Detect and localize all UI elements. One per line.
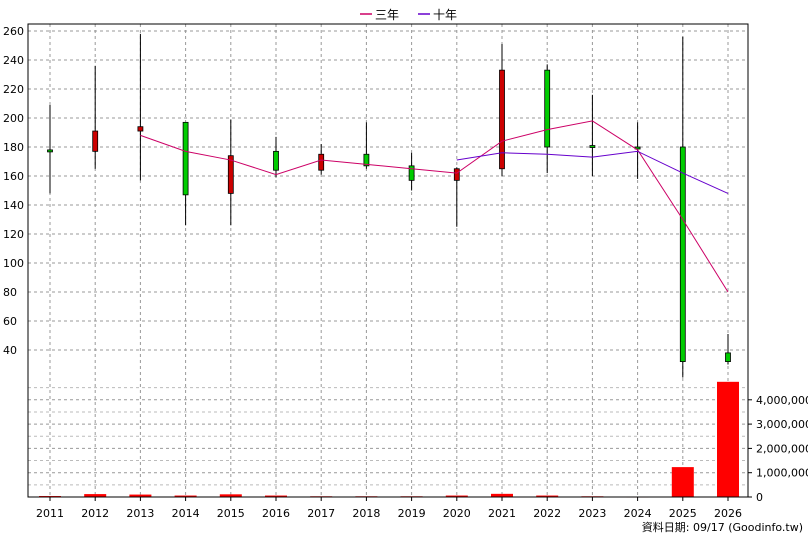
ma-line bbox=[456, 150, 729, 194]
volume-tick-label: 3,000,000 bbox=[756, 418, 808, 431]
candle-body bbox=[725, 352, 731, 362]
legend-label: 三年 bbox=[375, 8, 399, 22]
volume-bar bbox=[491, 493, 513, 497]
volume-tick-label: 0 bbox=[756, 491, 763, 504]
candle-body bbox=[499, 69, 505, 170]
volume-tick-label: 4,000,000 bbox=[756, 394, 808, 407]
candle-body bbox=[137, 126, 144, 132]
price-axis: 40 60 80 100 120 140 160 180 200 220 240 260 bbox=[3, 25, 24, 357]
volume-tick-label: 1,000,000 bbox=[756, 467, 808, 480]
year-tick-label: 2017 bbox=[307, 507, 335, 520]
volume-bar bbox=[129, 494, 152, 497]
volume-bar bbox=[671, 467, 694, 497]
price-tick-label: 240 bbox=[3, 54, 24, 67]
year-tick-label: 2011 bbox=[36, 507, 64, 520]
volume-bars bbox=[39, 381, 739, 498]
year-tick-label: 2015 bbox=[217, 507, 245, 520]
candle-body bbox=[318, 153, 325, 171]
price-tick-label: 120 bbox=[3, 228, 24, 241]
volume-bar bbox=[445, 495, 468, 497]
legend: 三年 十年 bbox=[360, 8, 457, 22]
year-tick-label: 2018 bbox=[352, 507, 380, 520]
price-tick-label: 140 bbox=[3, 199, 24, 212]
volume-bar bbox=[174, 495, 197, 497]
year-tick-label: 2014 bbox=[172, 507, 200, 520]
year-tick-label: 2021 bbox=[488, 507, 516, 520]
candle-body bbox=[363, 153, 370, 167]
year-tick-label: 2026 bbox=[714, 507, 742, 520]
year-tick-label: 2022 bbox=[533, 507, 561, 520]
price-tick-label: 220 bbox=[3, 83, 24, 96]
data-date-note: 資料日期: 09/17 (Goodinfo.tw) bbox=[642, 520, 803, 534]
candle-body bbox=[453, 168, 460, 181]
volume-bar bbox=[84, 494, 107, 497]
year-tick-label: 2012 bbox=[81, 507, 109, 520]
price-tick-label: 260 bbox=[3, 25, 24, 38]
volume-axis: 0 1,000,000 2,000,000 3,000,000 4,000,000 bbox=[747, 378, 808, 504]
plot-frame bbox=[27, 23, 749, 498]
year-tick-label: 2013 bbox=[126, 507, 154, 520]
year-axis: 2011 2012 2013 2014 2015 2016 2017 2018 2019 2020… bbox=[36, 497, 742, 520]
year-tick-label: 2025 bbox=[669, 507, 697, 520]
price-tick-label: 60 bbox=[3, 315, 17, 328]
price-tick-label: 40 bbox=[3, 344, 17, 357]
candle-body bbox=[273, 150, 279, 171]
year-tick-label: 2020 bbox=[443, 507, 471, 520]
volume-bar bbox=[717, 381, 739, 497]
year-tick-label: 2024 bbox=[624, 507, 652, 520]
candle-body bbox=[408, 165, 415, 181]
volume-tick-label: 2,000,000 bbox=[756, 442, 808, 455]
year-tick-label: 2019 bbox=[398, 507, 426, 520]
candle-body bbox=[182, 121, 189, 196]
price-tick-label: 200 bbox=[3, 112, 24, 125]
candlesticks bbox=[47, 33, 731, 378]
volume-bar bbox=[265, 495, 287, 497]
candle-body bbox=[544, 69, 551, 148]
moving-average-lines bbox=[140, 120, 729, 293]
candle-body bbox=[227, 155, 234, 194]
year-tick-label: 2016 bbox=[262, 507, 290, 520]
price-tick-label: 80 bbox=[3, 286, 17, 299]
candle-body bbox=[92, 130, 99, 152]
candle-body bbox=[47, 149, 53, 153]
ma-line bbox=[140, 120, 729, 293]
price-tick-label: 100 bbox=[3, 257, 24, 270]
volume-bar bbox=[219, 494, 242, 497]
year-tick-label: 2023 bbox=[578, 507, 606, 520]
volume-bar bbox=[536, 495, 559, 497]
legend-label: 十年 bbox=[433, 8, 457, 22]
candle-body bbox=[589, 145, 596, 148]
price-tick-label: 180 bbox=[3, 141, 24, 154]
price-tick-label: 160 bbox=[3, 170, 24, 183]
grid-lines bbox=[28, 24, 748, 497]
candle-body bbox=[679, 146, 686, 363]
